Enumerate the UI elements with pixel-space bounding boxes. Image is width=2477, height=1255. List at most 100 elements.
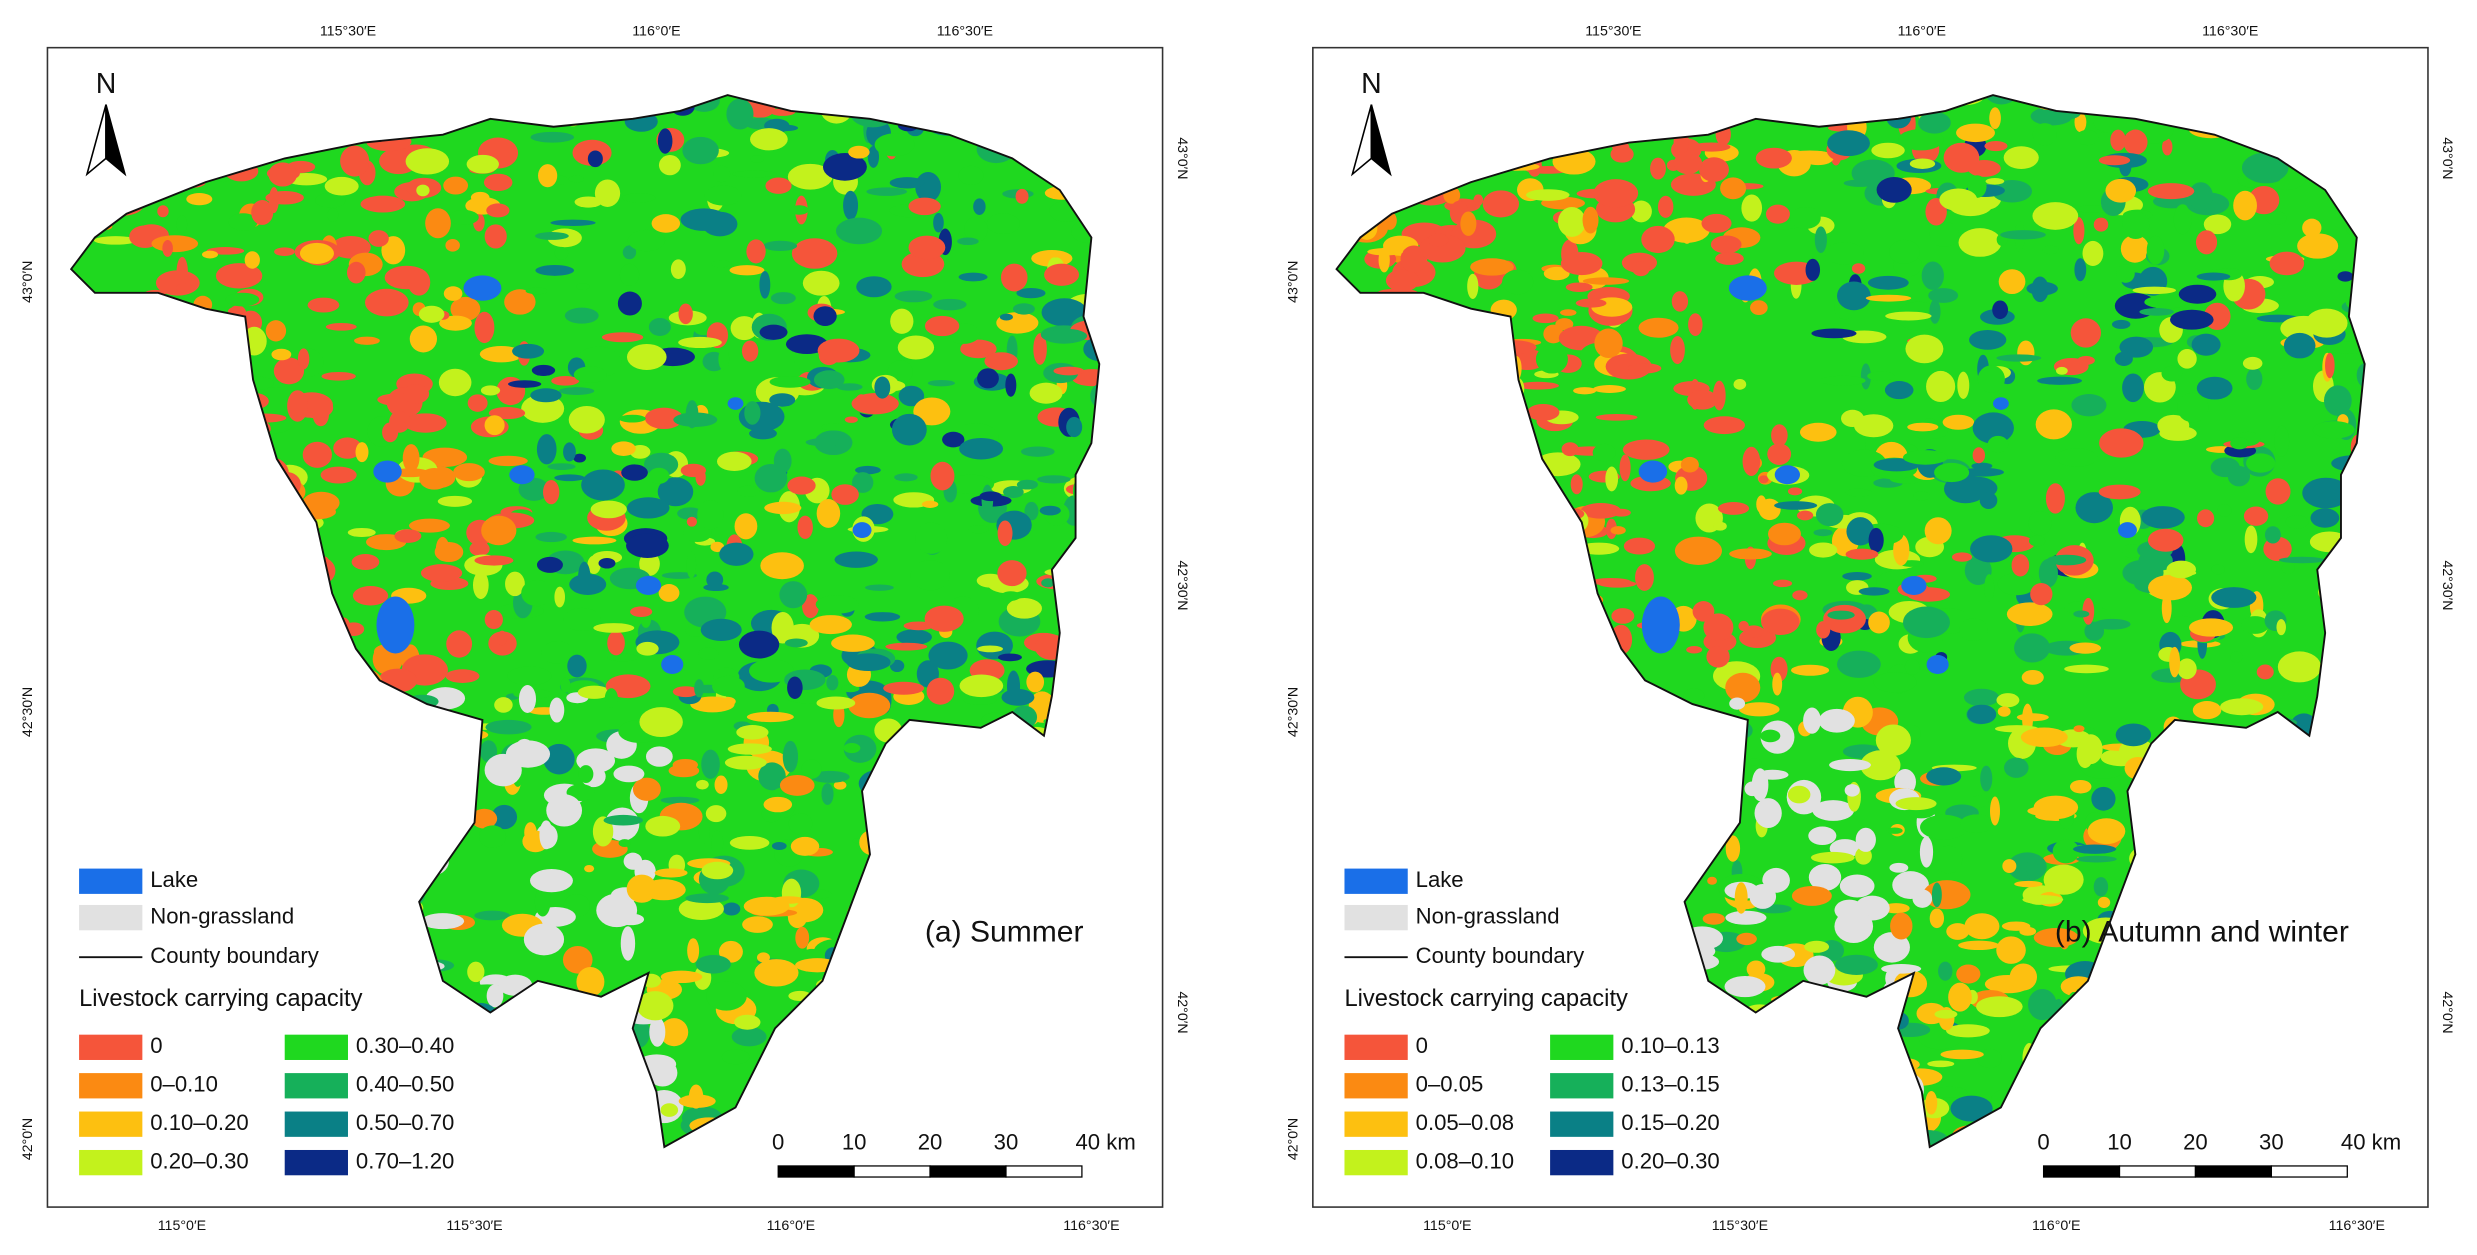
land-patch [71, 536, 82, 550]
land-patch [1557, 105, 1588, 129]
land-patch [1551, 810, 1566, 829]
land-patch [1688, 313, 1703, 336]
land-patch [1657, 195, 1674, 218]
land-patch [928, 118, 971, 136]
scale-segment [777, 1165, 855, 1178]
land-patch [2069, 779, 2092, 794]
land-patch [622, 1089, 640, 1115]
land-patch [71, 1054, 82, 1083]
land-patch [947, 474, 995, 494]
land-patch [1951, 552, 1973, 562]
land-patch [1341, 502, 1373, 510]
land-patch [1798, 1093, 1844, 1117]
land-patch [1991, 179, 2033, 203]
land-patch [1033, 333, 1047, 365]
non-grassland [113, 765, 153, 776]
land-patch [1701, 769, 1729, 792]
land-patch [574, 196, 603, 208]
land-patch [1517, 694, 1560, 719]
land-patch [418, 305, 445, 323]
legend-swatch [1344, 868, 1408, 894]
non-grassland [169, 737, 203, 763]
land-patch [360, 195, 406, 213]
land-patch [2309, 975, 2338, 988]
land-patch [957, 1048, 996, 1065]
legend-swatch [284, 1111, 348, 1137]
land-patch [1555, 668, 1579, 697]
land-patch [2202, 770, 2231, 784]
land-patch [101, 816, 136, 844]
land-patch [1367, 248, 1404, 256]
land-patch [1392, 500, 1411, 520]
land-patch [365, 288, 409, 317]
scale-segment [929, 1165, 1007, 1178]
land-patch [1890, 1022, 1931, 1038]
land-patch [1029, 382, 1063, 404]
land-patch [1372, 497, 1390, 512]
land-patch [685, 624, 706, 637]
land-patch [1699, 157, 1729, 182]
land-patch [1480, 657, 1519, 678]
non-grassland [1478, 690, 1513, 715]
land-patch [1771, 424, 1788, 447]
land-patch [206, 564, 222, 594]
non-grassland [605, 1102, 625, 1117]
non-grassland [1680, 718, 1706, 733]
land-patch [908, 989, 934, 1002]
land-patch [228, 741, 265, 769]
land-patch [1032, 123, 1079, 138]
land-patch [1956, 964, 1981, 984]
land-patch [912, 850, 933, 881]
legend-label: 0.20–0.30 [1621, 1148, 1719, 1173]
land-patch [289, 679, 329, 696]
land-patch [2173, 204, 2192, 235]
land-patch [1811, 328, 1857, 339]
land-patch [320, 923, 336, 931]
land-patch [716, 451, 752, 472]
land-patch [841, 684, 860, 693]
land-patch [1084, 284, 1100, 302]
land-patch [1729, 548, 1772, 560]
non-grassland [1919, 836, 1934, 868]
land-patch [1024, 501, 1039, 521]
land-patch [1549, 796, 1574, 821]
land-patch [2299, 83, 2328, 95]
land-patch [1499, 828, 1534, 847]
land-patch [626, 533, 669, 558]
land-patch [2165, 1050, 2208, 1065]
land-patch [335, 770, 356, 800]
land-patch [2035, 409, 2072, 440]
non-grassland [1812, 800, 1855, 821]
land-patch [2343, 1064, 2365, 1081]
non-grassland [1412, 761, 1454, 786]
land-patch [1336, 937, 1359, 958]
land-patch [1560, 309, 1577, 316]
land-patch [1032, 1065, 1065, 1087]
land-patch [1938, 95, 1985, 106]
land-patch [1482, 190, 1520, 218]
left-axis-label: 43°0′N [20, 261, 36, 303]
land-patch [736, 725, 769, 740]
land-patch [71, 917, 80, 933]
land-patch [1016, 479, 1038, 490]
land-patch [135, 405, 157, 422]
land-patch [504, 289, 536, 315]
land-patch [2319, 996, 2345, 1023]
land-patch [1814, 95, 1830, 105]
land-patch [1439, 375, 1482, 384]
land-patch [438, 368, 472, 397]
land-patch [1472, 396, 1507, 413]
land-patch [1336, 312, 1372, 335]
land-patch [867, 145, 880, 168]
land-patch [1898, 129, 1944, 151]
land-patch [2265, 211, 2287, 226]
land-patch [494, 697, 513, 713]
land-patch [179, 151, 203, 167]
land-patch [2171, 1027, 2207, 1039]
land-patch [1363, 658, 1404, 667]
land-patch [71, 664, 90, 676]
land-patch [347, 696, 360, 706]
land-patch [244, 1074, 262, 1102]
legend-swatch [1550, 1111, 1614, 1137]
non-grassland [1544, 792, 1579, 823]
